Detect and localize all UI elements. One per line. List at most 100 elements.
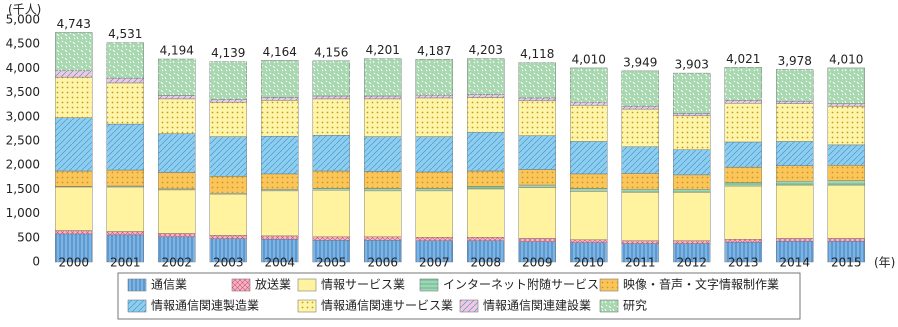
bar-pattern (158, 59, 195, 95)
bar-pattern (519, 136, 556, 170)
bar-pattern (467, 59, 504, 95)
total-label: 3,949 (623, 55, 657, 69)
bar-pattern (107, 43, 144, 78)
bar-pattern (210, 137, 247, 177)
x-tick-label: 2003 (213, 256, 244, 270)
y-tick-label: 500 (17, 230, 40, 244)
bar-segment (828, 185, 865, 238)
bar-segment (673, 192, 710, 240)
bar-pattern (55, 77, 92, 118)
bar-pattern (570, 68, 607, 102)
bar-pattern (313, 61, 350, 96)
bar-pattern (519, 101, 556, 136)
bar-pattern (776, 181, 813, 185)
bar-segment (725, 186, 762, 239)
bar-pattern (570, 141, 607, 173)
bar-pattern (570, 240, 607, 243)
total-label: 4,139 (211, 46, 245, 60)
bar-pattern (673, 175, 710, 190)
x-tick-label: 2015 (831, 256, 862, 270)
x-tick-label: 2014 (779, 256, 810, 270)
total-label: 4,743 (57, 17, 91, 31)
y-tick-label: 2,500 (6, 134, 40, 148)
x-tick-label: 2002 (161, 256, 192, 270)
bar-pattern (519, 98, 556, 101)
bar-pattern (673, 150, 710, 175)
bar-pattern (673, 73, 710, 113)
bar-pattern (313, 99, 350, 135)
x-tick-label: 2000 (58, 256, 89, 270)
bar-pattern (622, 189, 659, 192)
bar-pattern (261, 174, 298, 189)
total-label: 3,903 (675, 58, 709, 72)
bar-pattern (261, 236, 298, 239)
legend-pattern (298, 300, 316, 312)
legend-pattern (460, 300, 478, 312)
x-tick-label: 2012 (676, 256, 707, 270)
bar-pattern (261, 136, 298, 174)
bar-pattern (467, 237, 504, 240)
total-label: 4,010 (572, 52, 606, 66)
bar-pattern (364, 59, 401, 96)
bar-pattern (416, 59, 453, 95)
bar-pattern (622, 71, 659, 106)
total-label: 3,978 (778, 54, 812, 68)
legend-pattern (232, 279, 250, 291)
legend-pattern (600, 279, 618, 291)
bar-pattern (158, 96, 195, 99)
bar-pattern (570, 174, 607, 189)
bar-pattern (313, 135, 350, 171)
bar-pattern (570, 105, 607, 141)
total-label: 4,010 (829, 52, 863, 66)
legend-pattern (128, 279, 146, 291)
bar-pattern (416, 95, 453, 98)
bar-pattern (828, 165, 865, 180)
bar-pattern (364, 237, 401, 240)
x-tick-label: 2010 (573, 256, 604, 270)
x-tick-label: 2007 (419, 256, 450, 270)
bar-pattern (210, 99, 247, 102)
bar-pattern (467, 97, 504, 132)
bar-pattern (416, 237, 453, 240)
x-tick-label: 2011 (625, 256, 656, 270)
x-tick-label: 2013 (728, 256, 759, 270)
bar-pattern (55, 118, 92, 171)
bar-segment (313, 190, 350, 236)
legend-label: 通信業 (151, 278, 187, 292)
bar-pattern (261, 97, 298, 100)
bar-pattern (364, 188, 401, 190)
bar-pattern (673, 113, 710, 115)
legend-label: 情報通信関連建設業 (483, 298, 591, 313)
bar-pattern (55, 231, 92, 234)
bar-pattern (519, 170, 556, 185)
bar-pattern (519, 185, 556, 187)
bar-pattern (622, 147, 659, 174)
bar-pattern (416, 172, 453, 188)
bar-segment (107, 187, 144, 232)
bar-pattern (364, 137, 401, 172)
x-tick-label: 2008 (470, 256, 501, 270)
bar-pattern (210, 102, 247, 136)
bar-pattern (570, 188, 607, 191)
bar-pattern (416, 137, 453, 172)
bar-pattern (828, 106, 865, 145)
y-tick-label: 3,500 (6, 85, 40, 99)
y-tick-label: 1,500 (6, 182, 40, 196)
bar-pattern (261, 100, 298, 136)
bar-pattern (570, 102, 607, 105)
bar-pattern (313, 96, 350, 99)
total-label: 4,156 (314, 45, 348, 59)
x-tick-label: 2005 (316, 256, 347, 270)
bar-pattern (725, 183, 762, 186)
y-tick-label: 0 (32, 255, 40, 269)
bar-pattern (673, 116, 710, 150)
bar-pattern (55, 171, 92, 186)
bar-pattern (828, 181, 865, 185)
bar-segment (158, 190, 195, 234)
legend-label: 情報通信関連製造業 (151, 299, 259, 313)
bar-segment (55, 187, 92, 231)
bar-pattern (776, 101, 813, 103)
bar-pattern (313, 188, 350, 190)
bar-pattern (158, 233, 195, 236)
